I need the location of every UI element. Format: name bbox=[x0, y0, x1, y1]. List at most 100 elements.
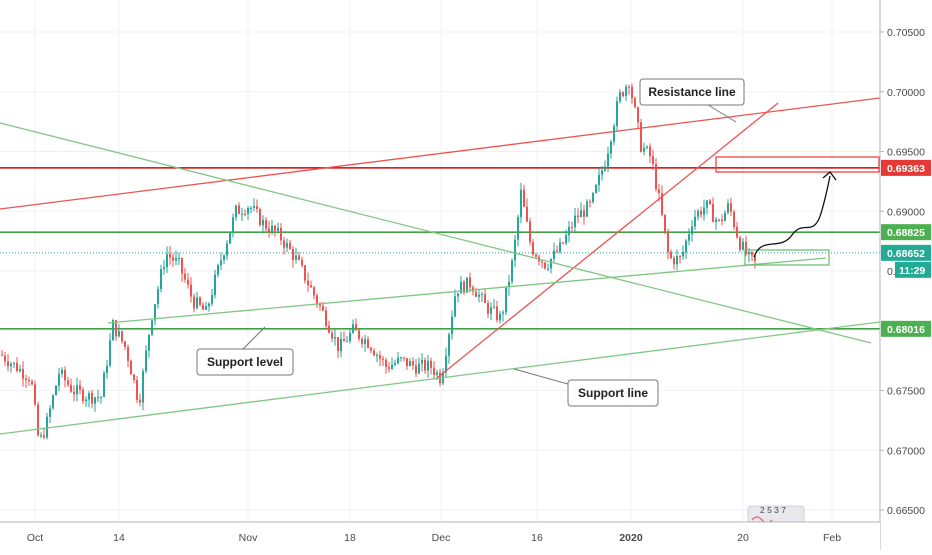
candle-body bbox=[112, 320, 114, 341]
candle-body bbox=[310, 285, 312, 288]
candle-body bbox=[358, 330, 360, 339]
support-level-trendline[interactable] bbox=[107, 257, 827, 324]
candle-body bbox=[94, 397, 96, 404]
support-zone-box[interactable] bbox=[744, 249, 830, 266]
candle-body bbox=[688, 234, 690, 241]
resistance-callout-box[interactable] bbox=[639, 78, 745, 106]
candle-body bbox=[622, 92, 624, 96]
candle-body bbox=[406, 358, 408, 367]
candle-body bbox=[754, 255, 756, 262]
candle-body bbox=[286, 242, 288, 248]
descending-green-trendline[interactable] bbox=[0, 122, 872, 344]
candle-body bbox=[10, 363, 12, 367]
candle-body bbox=[19, 368, 21, 372]
candle-body bbox=[400, 357, 402, 359]
candle-body bbox=[109, 340, 111, 366]
candle-body bbox=[574, 215, 576, 228]
candle-body bbox=[484, 294, 486, 303]
x-tick-label: 14 bbox=[113, 532, 125, 544]
candle-body bbox=[151, 320, 153, 335]
candle-body bbox=[325, 310, 327, 326]
candle-body bbox=[202, 304, 204, 310]
drawing-layer[interactable] bbox=[0, 97, 881, 435]
candle-body bbox=[532, 242, 534, 255]
candle-body bbox=[511, 260, 513, 282]
candle-body bbox=[28, 380, 30, 382]
candle-body bbox=[634, 98, 636, 108]
watermark-logo: 2 5 3 7 bbox=[747, 505, 805, 524]
candle-body bbox=[745, 241, 747, 255]
candle-body bbox=[235, 205, 237, 218]
candle-body bbox=[490, 307, 492, 314]
candle-body bbox=[586, 201, 588, 217]
candle-body bbox=[253, 206, 255, 208]
candle-body bbox=[121, 331, 123, 342]
candle-body bbox=[553, 250, 555, 259]
candle-body bbox=[211, 295, 213, 304]
candle-body bbox=[415, 365, 417, 374]
candle-body bbox=[241, 213, 243, 215]
candle-body bbox=[715, 219, 717, 222]
candle-body bbox=[178, 257, 180, 259]
resistance-zone-box[interactable] bbox=[715, 156, 880, 173]
candle-body bbox=[298, 255, 300, 260]
y-tick-label: 0.69500 bbox=[887, 147, 925, 159]
candle-body bbox=[250, 207, 252, 209]
candle-body bbox=[466, 277, 468, 293]
candle-body bbox=[199, 297, 201, 305]
candle-body bbox=[550, 258, 552, 269]
candle-body bbox=[430, 360, 432, 368]
resistance-trendline[interactable] bbox=[0, 97, 881, 210]
candle-body bbox=[463, 281, 465, 293]
candle-body bbox=[331, 332, 333, 339]
candle-body bbox=[316, 295, 318, 304]
candle-body bbox=[361, 338, 363, 344]
candle-body bbox=[133, 374, 135, 380]
candle-body bbox=[169, 254, 171, 258]
candle-body bbox=[427, 360, 429, 371]
candle-body bbox=[697, 210, 699, 217]
candle-body bbox=[259, 209, 261, 226]
candle-body bbox=[607, 153, 609, 167]
candle-body bbox=[79, 385, 81, 390]
candle-body bbox=[388, 367, 390, 369]
support-level-callout-box[interactable] bbox=[196, 348, 294, 376]
candle-body bbox=[403, 357, 405, 359]
candle-body bbox=[604, 166, 606, 171]
candle-body bbox=[583, 210, 585, 217]
candle-body bbox=[49, 408, 51, 417]
candle-body bbox=[85, 399, 87, 402]
candle-body bbox=[142, 371, 144, 403]
x-tick-label: 20 bbox=[737, 532, 749, 544]
candle-body bbox=[421, 359, 423, 364]
candle-body bbox=[679, 256, 681, 258]
projection-arrow-path[interactable] bbox=[753, 175, 831, 258]
candle-body bbox=[232, 217, 234, 233]
candle-body bbox=[76, 385, 78, 395]
candle-body bbox=[40, 435, 42, 437]
x-tick-label: Dec bbox=[432, 532, 451, 544]
candle-body bbox=[304, 265, 306, 281]
support-line-callout-box[interactable] bbox=[567, 379, 659, 407]
candle-body bbox=[208, 303, 210, 307]
support-trendline[interactable] bbox=[0, 321, 881, 435]
price-tag-label: 0.68016 bbox=[887, 324, 925, 336]
candle-body bbox=[412, 360, 414, 366]
time-axis-panel[interactable] bbox=[0, 522, 880, 550]
candle-body bbox=[373, 350, 375, 356]
candle-body bbox=[37, 404, 39, 436]
candle-body bbox=[481, 294, 483, 296]
candle-body bbox=[223, 255, 225, 261]
candle-body bbox=[610, 141, 612, 154]
candle-body bbox=[718, 219, 720, 221]
horizontal-levels bbox=[0, 167, 880, 330]
candle-body bbox=[55, 385, 57, 396]
candle-body bbox=[565, 235, 567, 244]
candle-body bbox=[577, 215, 579, 218]
candle-body bbox=[172, 257, 174, 261]
candle-body bbox=[193, 296, 195, 309]
rising-red-trendline[interactable] bbox=[436, 102, 779, 379]
candle-body bbox=[124, 341, 126, 348]
candle-body bbox=[736, 227, 738, 238]
